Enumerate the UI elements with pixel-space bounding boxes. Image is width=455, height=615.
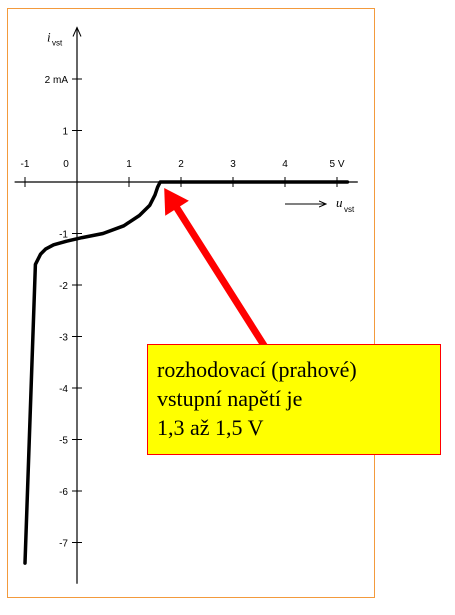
series-group <box>23 180 350 565</box>
y-tick-label: -3 <box>59 333 68 344</box>
annotation-arrow-head <box>164 188 189 216</box>
y-axis-label: i <box>47 30 51 45</box>
y-tick-label: -2 <box>59 281 68 292</box>
axes <box>14 26 358 584</box>
y-axis-label-subscript: vst <box>52 39 63 48</box>
x-tick-label: 2 <box>178 159 184 170</box>
y-tick-label: -5 <box>59 436 68 447</box>
y-tick-label: -1 <box>59 230 68 241</box>
x-tick-label: 4 <box>282 159 288 170</box>
axis-names: i vst u vst <box>47 30 355 215</box>
annotation-line-2: vstupní napětí je <box>157 386 303 411</box>
annotation-line-1: rozhodovací (prahové) <box>157 357 357 382</box>
x-tick-label: 0 <box>63 159 69 170</box>
ticks: -1 0 1 2 3 4 5 V 2 mA 1 -1 -2 -3 -4 -5 -6 -7 <box>21 75 345 550</box>
x-tick-label: 5 V <box>329 159 344 170</box>
x-tick-label: 1 <box>126 159 132 170</box>
x-axis-label: u <box>336 195 343 210</box>
annotation-arrow-shaft <box>173 204 276 362</box>
y-axis-arrowhead <box>72 26 82 37</box>
y-tick-label: 1 <box>62 127 68 138</box>
annotation-line-3: 1,3 až 1,5 V <box>157 415 264 440</box>
threshold-annotation: rozhodovací (prahové) vstupní napětí je … <box>147 344 441 455</box>
x-tick-label: -1 <box>21 159 30 170</box>
y-tick-label: -4 <box>59 384 68 395</box>
y-tick-label: -6 <box>59 487 68 498</box>
y-tick-label: -7 <box>59 539 68 550</box>
series-line <box>23 180 350 565</box>
chart-frame <box>7 8 375 598</box>
y-tick-label: 2 mA <box>45 75 69 86</box>
annotation-arrow <box>164 188 276 362</box>
x-tick-label: 3 <box>230 159 236 170</box>
x-axis-label-subscript: vst <box>344 205 355 214</box>
